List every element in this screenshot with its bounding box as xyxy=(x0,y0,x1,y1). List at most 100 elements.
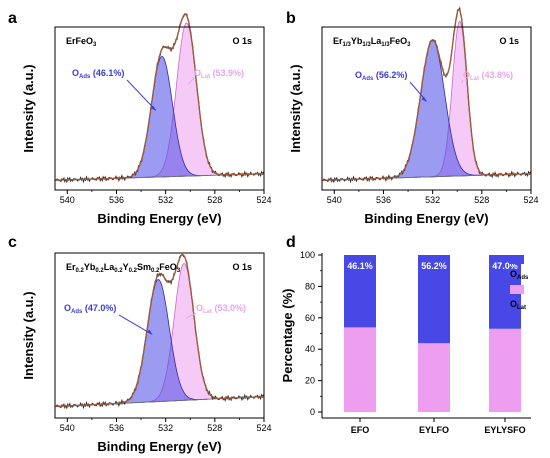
olat-label: OLat (53.9%) xyxy=(194,68,244,80)
oads-label-value: (56.2%) xyxy=(373,70,407,80)
region-label: O 1s xyxy=(232,36,252,46)
oads-label-symbol: O xyxy=(72,68,79,78)
x-tick-label: 524 xyxy=(256,195,271,205)
x-tick-label: 540 xyxy=(60,195,75,205)
plot-frame xyxy=(321,26,532,191)
y-axis-label: Intensity (a.u.) xyxy=(21,291,36,379)
sample-label-segment: Er xyxy=(333,36,343,46)
y-axis-label: Intensity (a.u.) xyxy=(21,64,36,152)
olat-arrow xyxy=(185,312,197,319)
x-tick-label: 532 xyxy=(158,423,173,433)
sample-label-segment: Y xyxy=(123,262,129,272)
olat-arrow xyxy=(188,77,195,85)
sample-label-segment: FeO xyxy=(390,36,408,46)
oads-arrow xyxy=(118,314,153,335)
olat-label-value: (53.9%) xyxy=(210,68,244,78)
x-tick-label: 532 xyxy=(425,195,440,205)
oads-arrowhead xyxy=(147,329,153,335)
oads-label: OAds (47.0%) xyxy=(64,303,116,315)
oads-bar xyxy=(418,255,450,344)
panel-letter: c xyxy=(8,234,17,251)
oads-label-value: (46.1%) xyxy=(90,68,124,78)
olat-label-symbol: O xyxy=(194,68,201,78)
x-axis-label: Binding Energy (eV) xyxy=(97,211,221,226)
olat-arrow xyxy=(461,79,464,84)
y-tick-label: 100 xyxy=(300,250,315,260)
x-tick-label: 536 xyxy=(376,195,391,205)
sample-label-segment: 3 xyxy=(93,42,97,48)
sample-label-segment: 0.2 xyxy=(129,268,138,274)
olat-label: OLat (53.0%) xyxy=(196,303,246,315)
sample-label: Er0.2Yb0.2La0.2Y0.2Sm0.2FeO3 xyxy=(66,262,181,274)
sample-label-segment: La xyxy=(104,262,115,272)
y-tick-label: 20 xyxy=(305,376,315,386)
oads-label: OAds (56.2%) xyxy=(355,70,407,82)
sample-label: ErFeO3 xyxy=(66,36,97,48)
y-axis-label: Intensity (a.u.) xyxy=(288,64,303,152)
legend-olat-label: OLat xyxy=(510,299,526,311)
x-tick-label: 536 xyxy=(109,423,124,433)
panel-b: b 540 536 532 528 524 Binding Energy (eV) Inten… xyxy=(286,6,539,226)
oads-label-subscript: Ads xyxy=(71,309,83,315)
fit-envelope-line xyxy=(55,13,264,181)
oads-arrowhead xyxy=(421,96,427,102)
oads-label-subscript: Ads xyxy=(79,74,91,80)
oads-bar xyxy=(344,255,376,328)
sample-label-segment: Sm xyxy=(137,262,151,272)
sample-label: Er1/3Yb1/3La1/3FeO3 xyxy=(333,36,411,48)
bar-value-label: 46.1% xyxy=(347,261,373,271)
legend-oads-subscript: Ads xyxy=(517,275,529,281)
sample-label-segment: 0.2 xyxy=(151,268,160,274)
fit-envelope-line xyxy=(55,253,264,408)
x-tick-label: 528 xyxy=(207,423,222,433)
panel-d: d 0 20 40 60 80 100 Percentage (%) 46.1% EFO 56.2%… xyxy=(280,234,531,435)
legend-olat-swatch xyxy=(510,285,524,294)
y-axis-label: Percentage (%) xyxy=(280,289,295,383)
y-tick-label: 80 xyxy=(305,281,315,291)
oads-label-subscript: Ads xyxy=(362,76,374,82)
olat-label-symbol: O xyxy=(196,303,203,313)
sample-label-segment: Yb xyxy=(351,36,363,46)
olat-label: OLat (43.8%) xyxy=(463,70,513,82)
x-tick-label: 528 xyxy=(474,195,489,205)
sample-label-segment: ErFeO xyxy=(66,36,93,46)
x-axis-label: Binding Energy (eV) xyxy=(97,439,221,454)
plot-frame xyxy=(54,26,265,191)
x-tick-label: EYLFO xyxy=(419,425,449,435)
region-label: O 1s xyxy=(499,36,519,46)
legend-olat-subscript: Lat xyxy=(517,305,526,311)
x-tick-label: EFO xyxy=(351,425,370,435)
x-tick-label: 536 xyxy=(109,195,124,205)
x-tick-label: 532 xyxy=(158,195,173,205)
fit-envelope-line xyxy=(322,8,531,181)
bar-value-label: 47.0% xyxy=(492,261,518,271)
sample-label-segment: Yb xyxy=(84,262,96,272)
olat-label-subscript: Lat xyxy=(201,74,210,80)
legend-oads-swatch xyxy=(510,255,524,264)
region-label: O 1s xyxy=(232,262,252,272)
x-tick-label: 528 xyxy=(207,195,222,205)
sample-label-segment: La xyxy=(371,36,382,46)
y-tick-label: 40 xyxy=(305,344,315,354)
sample-label-segment: 3 xyxy=(177,268,181,274)
x-tick-label: 524 xyxy=(523,195,538,205)
y-tick-label: 60 xyxy=(305,313,315,323)
panel-a: a 540 536 532 528 524 Binding Energy (eV) Inten… xyxy=(8,10,272,226)
olat-bar xyxy=(344,327,376,412)
x-tick-label: 540 xyxy=(60,423,75,433)
olat-bar xyxy=(418,343,450,412)
panel-letter: b xyxy=(286,10,296,27)
olat-bar xyxy=(489,328,521,412)
panel-letter: d xyxy=(286,234,296,251)
x-tick-label: EYLYSFO xyxy=(484,425,525,435)
oads-label-value: (47.0%) xyxy=(82,303,116,313)
oads-label: OAds (46.1%) xyxy=(72,68,124,80)
y-tick-label: 0 xyxy=(310,407,315,417)
oads-arrowhead xyxy=(150,105,156,111)
panel-letter: a xyxy=(8,10,17,27)
oads-arrow xyxy=(126,79,157,111)
sample-label-segment: Er xyxy=(66,262,76,272)
sample-label-segment: 1/3 xyxy=(343,42,352,48)
olat-label-subscript: Lat xyxy=(470,76,479,82)
